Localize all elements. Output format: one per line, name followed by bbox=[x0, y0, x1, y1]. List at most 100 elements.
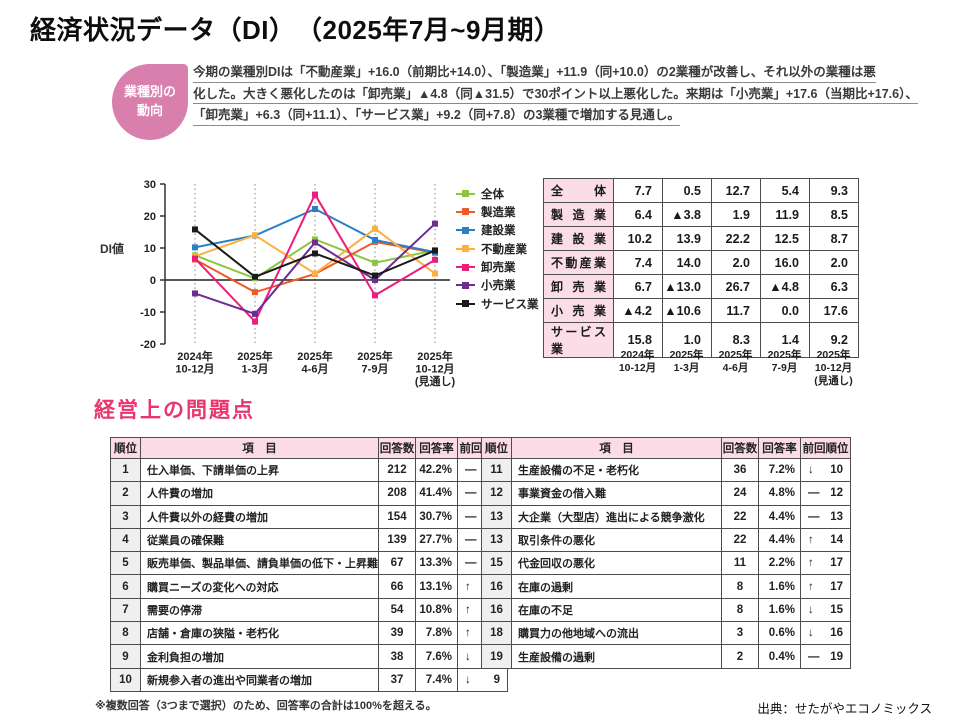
problem-prev-wrap: ↑ 17 bbox=[808, 557, 843, 569]
problem-row: 13 取引条件の悪化 22 4.4% ↑ 14 bbox=[481, 527, 851, 553]
trend-arrow-icon: ↓ bbox=[465, 673, 471, 686]
di-value-cell: 13.9 bbox=[662, 226, 712, 251]
problem-item: 生産設備の不足・老朽化 bbox=[511, 457, 722, 483]
y-tick-label: -10 bbox=[140, 307, 156, 319]
x-tick-label: 2024年 10-12月 bbox=[175, 349, 214, 376]
di-value-cell: 1.0 bbox=[662, 322, 712, 358]
problem-rank: 8 bbox=[110, 621, 141, 646]
trend-arrow-icon: — bbox=[465, 510, 477, 523]
trend-arrow-icon: — bbox=[808, 510, 820, 523]
legend-square bbox=[462, 226, 469, 234]
problem-rank: 5 bbox=[110, 551, 141, 576]
problem-item: 代金回収の悪化 bbox=[511, 551, 722, 576]
legend-item: 小売業 bbox=[456, 279, 539, 292]
legend-square bbox=[462, 281, 469, 289]
trend-arrow-icon: — bbox=[808, 650, 820, 663]
di-value-cell: 12.5 bbox=[760, 226, 810, 251]
chart-legend: 全体 製造業 建設業 不動産業 卸売業 小売業 サービス業 bbox=[456, 187, 539, 316]
di-line-chart: 30 20 10 0 -10 -20 2024年 10-12月 2025年 1-3月 2025年 4-… bbox=[140, 179, 455, 388]
marker-小売業 bbox=[192, 290, 198, 297]
problem-row: 13 大企業（大型店）進出による競争激化 22 4.4% —13 bbox=[481, 504, 851, 529]
di-row-label: サービス業 bbox=[543, 322, 614, 358]
problem-count: 208 bbox=[378, 481, 416, 506]
legend-item: 卸売業 bbox=[456, 261, 539, 274]
problem-rate: 4.4% bbox=[758, 527, 801, 553]
problem-item: 在庫の不足 bbox=[511, 597, 722, 623]
marker-不動産業 bbox=[432, 270, 438, 277]
marker-建設業 bbox=[372, 237, 378, 243]
di-value-cell: 7.7 bbox=[613, 178, 663, 203]
di-value-cell: 1.4 bbox=[760, 322, 810, 358]
problem-item: 仕入単価、下請単価の上昇 bbox=[140, 457, 379, 483]
legend-square bbox=[462, 245, 469, 253]
di-values-table: 全体 7.7 0.5 12.7 5.4 9.3 製造業 6.4 ▲3.8 1.9 11.9 8.5 建設… bbox=[543, 178, 859, 358]
problem-prev-number: 19 bbox=[830, 650, 843, 663]
problem-item: 在庫の過剰 bbox=[511, 574, 722, 599]
di-value-cell: 14.0 bbox=[662, 250, 712, 275]
marker-小売業 bbox=[312, 239, 318, 246]
problems-header-cell: 項 目 bbox=[140, 437, 379, 459]
problem-prev-wrap: ↑ 17 bbox=[808, 581, 843, 593]
di-value-cell: 7.4 bbox=[613, 250, 663, 275]
page-title: 経済状況データ（DI） （2025年7月~9月期） bbox=[30, 15, 561, 45]
di-table-row: 建設業 10.2 13.9 22.2 12.5 8.7 bbox=[543, 226, 859, 251]
di-value-cell: 16.0 bbox=[760, 250, 810, 275]
problem-count: 22 bbox=[721, 504, 759, 529]
problem-count: 54 bbox=[378, 597, 416, 623]
marker-小売業 bbox=[252, 310, 258, 317]
problem-item: 従業員の確保難 bbox=[140, 527, 379, 553]
problem-rate: 42.2% bbox=[415, 457, 458, 483]
marker-サービス業 bbox=[312, 250, 318, 257]
trend-arrow-icon: ↑ bbox=[808, 534, 814, 547]
problems-header-cell: 順位 bbox=[481, 437, 512, 459]
problem-prev-rank: ↓ 15 bbox=[800, 597, 851, 623]
problem-rank: 4 bbox=[110, 527, 141, 553]
problem-rate: 2.2% bbox=[758, 551, 801, 576]
problem-item: 需要の停滞 bbox=[140, 597, 379, 623]
problem-item: 新規参入者の進出や同業者の増加 bbox=[140, 667, 379, 692]
problem-prev-wrap: ↓ 10 bbox=[808, 464, 843, 476]
di-value-cell: ▲4.2 bbox=[613, 298, 663, 323]
di-table-period-labels: 2024年 10-12月 2025年 1-3月 2025年 4-6月 2025年 7-9月 20… bbox=[613, 349, 858, 388]
marker-卸売業 bbox=[252, 318, 258, 325]
problem-prev-wrap: ↓ 16 bbox=[808, 627, 843, 639]
problem-rate: 1.6% bbox=[758, 574, 801, 599]
di-period-label: 2024年 10-12月 bbox=[613, 349, 662, 388]
summary-line-row: 化した。大きく悪化したのは「卸売業」▲4.8（同▲31.5）で30ポイント以上悪… bbox=[193, 87, 918, 110]
marker-サービス業 bbox=[252, 273, 258, 280]
trend-arrow-icon: ↑ bbox=[465, 627, 471, 640]
summary-line: 化した。大きく悪化したのは「卸売業」▲4.8（同▲31.5）で30ポイント以上悪… bbox=[193, 87, 918, 104]
di-table-row: 卸売業 6.7 ▲13.0 26.7 ▲4.8 6.3 bbox=[543, 274, 859, 299]
problem-count: 139 bbox=[378, 527, 416, 553]
problem-item: 販売単価、製品単価、請負単価の低下・上昇難 bbox=[140, 551, 379, 576]
di-value-cell: 11.9 bbox=[760, 202, 810, 227]
problems-header-cell: 回答率 bbox=[415, 437, 458, 459]
problem-prev-wrap: ↓ 9 bbox=[465, 674, 500, 686]
marker-小売業 bbox=[372, 277, 378, 283]
legend-item: 全体 bbox=[456, 187, 539, 201]
marker-サービス業 bbox=[372, 272, 378, 279]
problem-prev-rank: ↓ 9 bbox=[457, 667, 508, 692]
problem-count: 24 bbox=[721, 481, 759, 506]
marker-不動産業 bbox=[372, 225, 378, 232]
legend-marker-icon bbox=[456, 244, 475, 253]
problem-prev-wrap: — 13 bbox=[808, 511, 843, 523]
problem-count: 66 bbox=[378, 574, 416, 599]
di-value-cell: 9.2 bbox=[809, 322, 859, 358]
problem-row: 15 代金回収の悪化 11 2.2% ↑ 17 bbox=[481, 551, 851, 576]
di-value-cell: 6.7 bbox=[613, 274, 663, 299]
problem-rate: 30.7% bbox=[415, 504, 458, 529]
problem-item: 店舗・倉庫の狭隘・老朽化 bbox=[140, 621, 379, 646]
di-period-line: 2024年 bbox=[620, 349, 655, 361]
problem-rank: 11 bbox=[481, 457, 512, 483]
problem-count: 212 bbox=[378, 457, 416, 483]
x-tick-label: 2025年 4-6月 bbox=[297, 349, 332, 376]
marker-サービス業 bbox=[432, 247, 438, 254]
marker-卸売業 bbox=[312, 191, 318, 198]
trend-arrow-icon: ↓ bbox=[808, 627, 814, 640]
legend-square bbox=[462, 208, 469, 216]
